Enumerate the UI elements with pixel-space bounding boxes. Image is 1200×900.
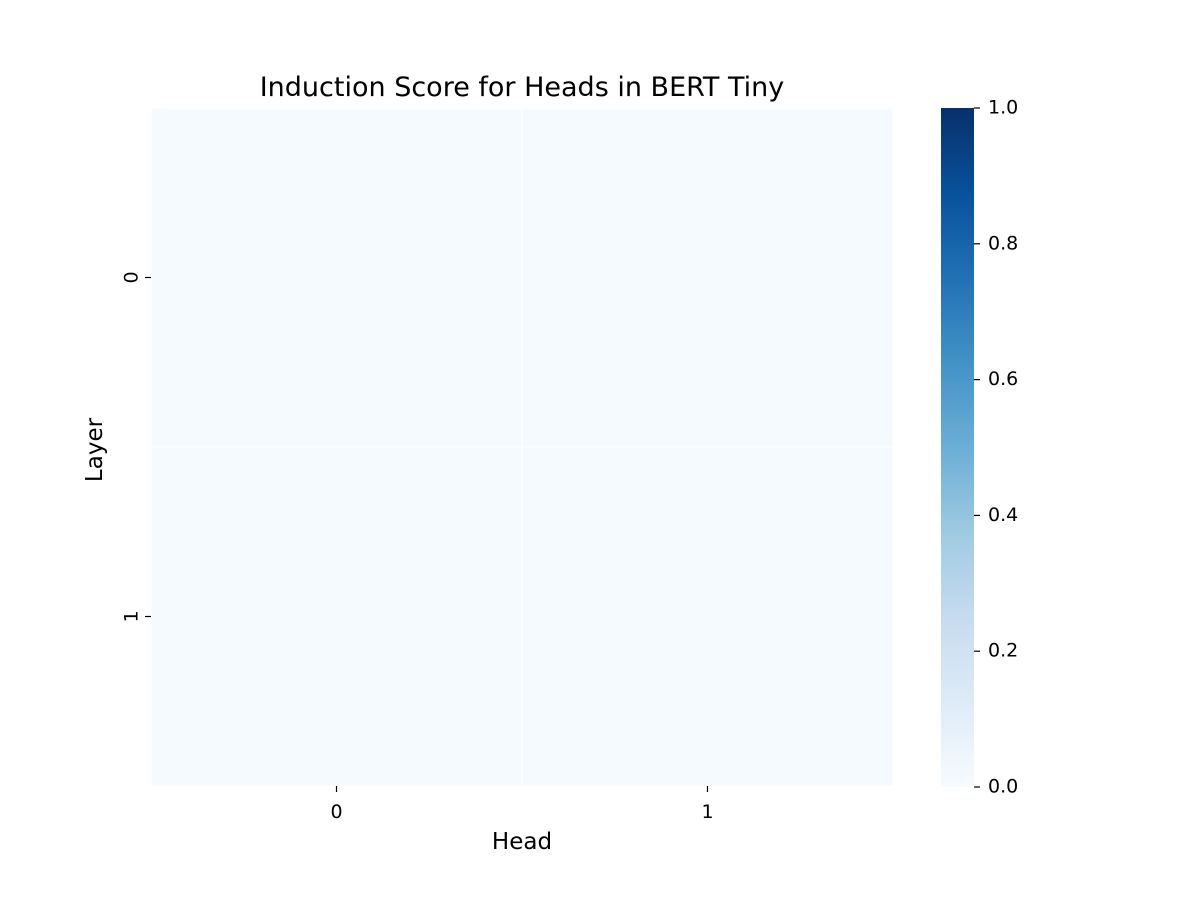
heatmap-cell — [150, 446, 523, 787]
colorbar-tick-label: 0.4 — [988, 504, 1018, 526]
colorbar-tick-label: 0.6 — [988, 368, 1018, 390]
y-tick-label: 1 — [121, 610, 143, 622]
heatmap-cell — [521, 107, 894, 448]
y-axis-label: Layer — [82, 417, 108, 482]
x-tick-label: 0 — [330, 801, 342, 823]
y-axis-ticks: 01 — [121, 271, 151, 623]
colorbar-tick-label: 0.8 — [988, 232, 1018, 254]
colorbar-tick-label: 0.0 — [988, 776, 1018, 798]
colorbar — [941, 108, 974, 787]
colorbar-tick-label: 1.0 — [988, 97, 1018, 119]
heatmap-cell — [150, 107, 523, 448]
heatmap-cell — [521, 446, 894, 787]
colorbar-tick-label: 0.2 — [988, 640, 1018, 662]
colorbar-ticks: 0.0 0.2 0.4 0.6 0.8 1.0 — [974, 97, 1018, 798]
x-axis-label: Head — [492, 829, 552, 855]
x-tick-label: 1 — [701, 801, 713, 823]
chart-title: Induction Score for Heads in BERT Tiny — [260, 72, 785, 103]
heatmap-cells — [150, 107, 894, 787]
y-tick-label: 0 — [121, 271, 143, 283]
